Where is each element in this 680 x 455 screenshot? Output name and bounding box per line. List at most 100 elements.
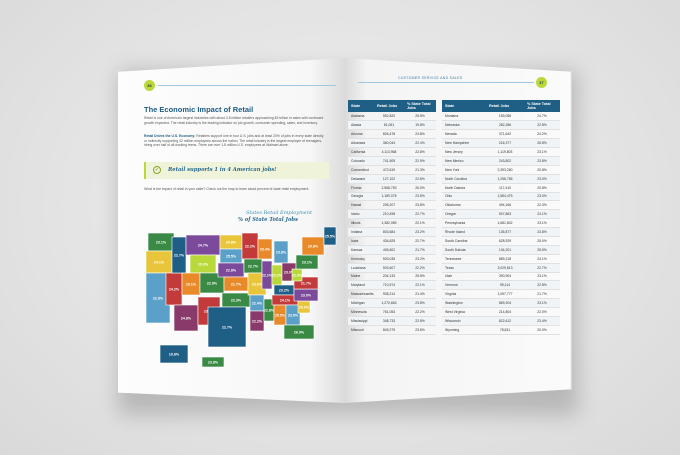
- percent-cell: 21.3%: [404, 165, 436, 175]
- jobs-cell: 243,802: [486, 156, 524, 166]
- percent-cell: 23.8%: [524, 156, 560, 166]
- state-cell: Louisiana: [348, 263, 374, 273]
- percent-cell: 25.5%: [404, 272, 436, 282]
- state-cell: California: [348, 147, 374, 157]
- table-row: Nebraska 282,286 22.8%: [442, 120, 560, 131]
- map-state-mi: [273, 240, 289, 264]
- table-row: Louisiana 503,607 22.2%: [348, 263, 436, 273]
- percent-cell: 23.1%: [524, 272, 560, 282]
- table-row: Illinois 1,382,089 22.1%: [348, 218, 436, 229]
- jobs-cell: 1,584,475: [486, 192, 524, 202]
- state-cell: Florida: [348, 183, 374, 193]
- map-state-ak: [159, 344, 189, 364]
- table-row: Arizona 826,478 24.8%: [348, 129, 436, 140]
- page-edges: [570, 72, 572, 394]
- map-state-hi: [201, 356, 225, 368]
- table-row: Arkansas 360,044 22.4%: [348, 138, 436, 149]
- table-row: New Hampshire 216,377 26.8%: [442, 138, 560, 149]
- map-state-label: 24.2%: [169, 287, 180, 291]
- state-cell: Kansas: [348, 245, 374, 255]
- jobs-cell: 81,051: [374, 120, 404, 131]
- percent-cell: 21.4%: [404, 289, 436, 300]
- left-page: 36 The Economic Impact of Retail Retail …: [118, 58, 344, 403]
- table-row: Utah 390,904 23.1%: [442, 272, 560, 282]
- retail-jobs-table-2: State Retail Jobs % State Total Jobs Mon…: [442, 100, 560, 335]
- table-row: Alaska 81,051 19.8%: [348, 120, 436, 131]
- table-row: New York 2,393,260 20.8%: [442, 165, 560, 175]
- drives-paragraph: Retail Drives the U.S. Economy: Retailer…: [144, 134, 326, 148]
- state-cell: Indiana: [348, 227, 374, 237]
- percent-cell: 23.1%: [524, 298, 560, 309]
- map-state-label: 22.7%: [222, 325, 233, 329]
- left-header-rule: [158, 85, 336, 86]
- state-cell: Ohio: [442, 192, 486, 202]
- jobs-cell: 710,574: [374, 280, 404, 291]
- jobs-cell: 1,258,785: [486, 174, 524, 184]
- map-state-label: 23.2%: [279, 288, 290, 292]
- state-cell: Texas: [442, 263, 486, 273]
- percent-cell: 20.8%: [524, 183, 560, 193]
- state-cell: Utah: [442, 272, 486, 282]
- percent-cell: 23.0%: [524, 192, 560, 202]
- map-state-label: 24.1%: [154, 260, 165, 264]
- jobs-cell: 348,733: [374, 316, 404, 326]
- percent-cell: 20.8%: [524, 165, 560, 175]
- table-row: Vermont 95,114 22.8%: [442, 280, 560, 291]
- table-row: West Virginia 214,804 22.0%: [442, 307, 560, 317]
- table-row: Indiana 803,684 23.2%: [348, 227, 436, 237]
- table2-header-percent: % State Total Jobs: [524, 100, 560, 112]
- table2-header-state: State: [442, 100, 486, 112]
- check-icon: ✓: [153, 166, 161, 174]
- jobs-cell: 503,607: [374, 263, 404, 273]
- jobs-cell: 889,218: [486, 254, 524, 264]
- jobs-cell: 1,382,089: [374, 218, 404, 229]
- state-cell: Nevada: [442, 129, 486, 140]
- state-cell: West Virginia: [442, 307, 486, 317]
- map-state-label: 23.5%: [288, 313, 299, 317]
- map-state-label: 22.1%: [262, 273, 273, 277]
- map-state-me: [323, 226, 337, 246]
- jobs-cell: 849,279: [374, 325, 404, 335]
- jobs-cell: 2,393,260: [486, 165, 524, 175]
- jobs-cell: 3,029,813: [486, 263, 524, 273]
- percent-cell: 19.8%: [404, 120, 436, 131]
- map-state-label: 26.0%: [294, 330, 305, 334]
- map-state-label: 21.7%: [231, 282, 242, 286]
- left-page-number: 36: [144, 80, 155, 91]
- map-state-label: 24.8%: [181, 316, 192, 320]
- retail-jobs-table-1: State Retail Jobs % State Total Jobs Ala…: [348, 100, 436, 335]
- percent-cell: 23.8%: [524, 227, 560, 237]
- drives-heading: Retail Drives the U.S. Economy:: [144, 134, 196, 138]
- state-cell: Alaska: [348, 120, 374, 131]
- jobs-cell: 761,053: [374, 307, 404, 317]
- table-row: South Carolina 628,929 25.0%: [442, 236, 560, 246]
- state-cell: Alabama: [348, 112, 374, 122]
- percent-cell: 23.1%: [524, 218, 560, 229]
- map-state-label: 22.2%: [245, 244, 256, 248]
- jobs-cell: 869,204: [486, 298, 524, 309]
- jobs-cell: 159,058: [486, 112, 524, 122]
- percent-cell: 24.2%: [524, 129, 560, 140]
- percent-cell: 23.4%: [524, 316, 560, 326]
- map-state-label: 24.7%: [198, 243, 209, 247]
- jobs-cell: 78,631: [486, 325, 524, 335]
- jobs-cell: 360,044: [374, 138, 404, 149]
- table-row: Georgia 1,189,078 23.5%: [348, 192, 436, 202]
- jobs-cell: 216,377: [486, 138, 524, 149]
- table-row: Mississippi 348,733 22.8%: [348, 316, 436, 326]
- map-state-label: 23.0%: [284, 270, 295, 274]
- jobs-cell: 204,133: [374, 272, 404, 282]
- map-state-label: 22.2%: [252, 319, 263, 323]
- map-state-wi: [257, 238, 273, 260]
- state-cell: Tennessee: [442, 254, 486, 264]
- table-row: North Carolina 1,258,785 23.0%: [442, 174, 560, 184]
- map-state-label: 20.8%: [308, 244, 319, 248]
- map-state-label: 19.8%: [169, 352, 180, 356]
- table-row: Tennessee 889,218 24.1%: [442, 254, 560, 264]
- percent-cell: 23.8%: [404, 298, 436, 309]
- percent-cell: 22.7%: [404, 209, 436, 220]
- state-cell: Nebraska: [442, 120, 486, 131]
- jobs-cell: 117,410: [486, 183, 524, 193]
- map-state-label: 25.0%: [299, 305, 310, 309]
